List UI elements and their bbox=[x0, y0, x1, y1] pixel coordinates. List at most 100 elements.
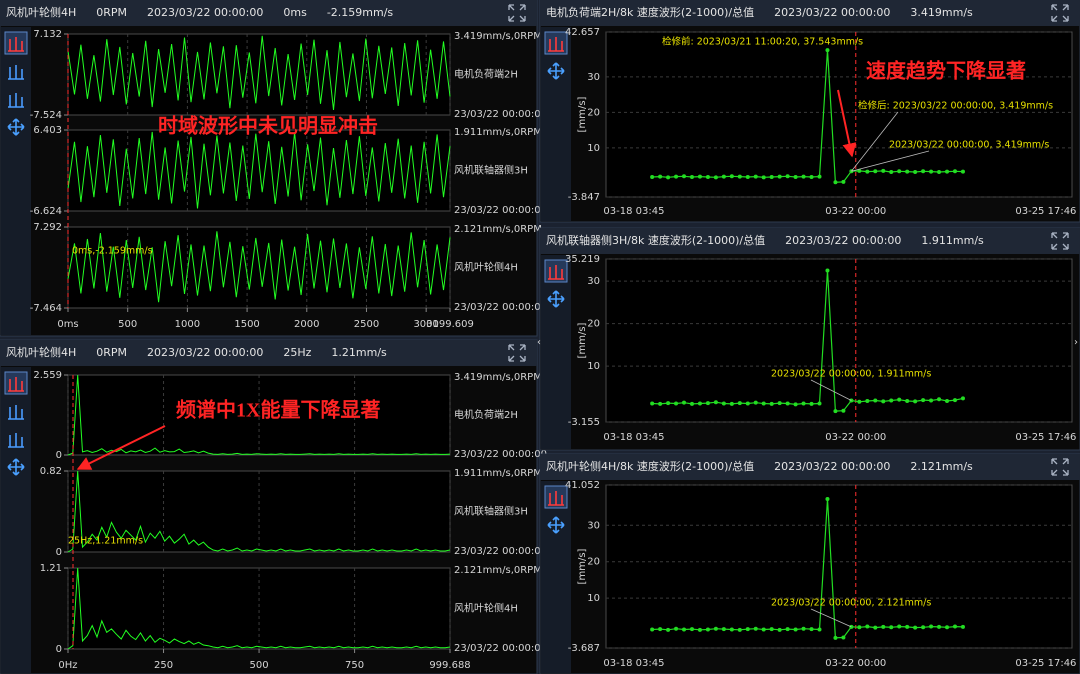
trend-point bbox=[881, 399, 885, 403]
trend-point bbox=[921, 169, 925, 173]
trend-point bbox=[730, 174, 734, 178]
trend-point bbox=[833, 636, 837, 640]
trend-point bbox=[841, 180, 845, 184]
channel-name: 风机联轴器侧3H bbox=[454, 164, 528, 177]
trend-point bbox=[825, 497, 829, 501]
toolbar bbox=[541, 27, 571, 221]
callout: 时域波形中未见明显冲击 bbox=[158, 114, 378, 138]
x-tick-label: 03-22 00:00 bbox=[825, 658, 886, 669]
header-text: 2023/03/22 00:00:00 bbox=[147, 346, 263, 359]
trend-point bbox=[913, 170, 917, 174]
trend-point bbox=[770, 175, 774, 179]
trend-point bbox=[961, 396, 965, 400]
trend-point bbox=[714, 400, 718, 404]
channel-bottom-label: 23/03/22 00:00:00 bbox=[454, 546, 547, 557]
y-tick-label: -3.847 bbox=[568, 192, 600, 203]
toolbar bbox=[541, 481, 571, 673]
trend-point bbox=[937, 170, 941, 174]
trend-point bbox=[666, 175, 670, 179]
trend-point bbox=[778, 628, 782, 632]
trend-point bbox=[810, 402, 814, 406]
x-tick-label: 03-25 17:46 bbox=[1015, 658, 1076, 669]
y-tick-label: 0 bbox=[56, 644, 62, 655]
annotation: 2023/03/22 00:00:00, 1.911mm/s bbox=[771, 369, 931, 380]
trend-point bbox=[905, 625, 909, 629]
channel-name: 风机叶轮侧4H bbox=[454, 261, 518, 274]
trend-point bbox=[937, 625, 941, 629]
trend-point bbox=[650, 402, 654, 406]
y-tick-label: -6.624 bbox=[30, 206, 62, 217]
trend-point bbox=[833, 409, 837, 413]
trend-point bbox=[873, 169, 877, 173]
annotation: 2023/03/22 00:00:00, 3.419mm/s bbox=[889, 140, 1049, 151]
trend-point bbox=[650, 627, 654, 631]
trend-point bbox=[865, 625, 869, 629]
trend-point bbox=[778, 175, 782, 179]
channel-top-label: 2.121mm/s,0RPM bbox=[454, 224, 542, 235]
trend-point bbox=[682, 174, 686, 178]
trend-point bbox=[802, 627, 806, 631]
trend-point bbox=[786, 402, 790, 406]
trend-point bbox=[961, 170, 965, 174]
trend-point bbox=[722, 627, 726, 631]
trend-point bbox=[810, 627, 814, 631]
header-text: 风机叶轮侧4H bbox=[6, 5, 76, 19]
x-tick-label: 250 bbox=[154, 660, 173, 671]
trend-point bbox=[897, 398, 901, 402]
trend-point bbox=[786, 627, 790, 631]
plot-area bbox=[606, 259, 1072, 422]
header-text: 0ms bbox=[283, 6, 307, 19]
trend-point bbox=[794, 402, 798, 406]
trend-point bbox=[937, 397, 941, 401]
toolbar bbox=[541, 255, 571, 449]
y-tick-label: 1.21 bbox=[40, 563, 62, 574]
y-tick-label: 0 bbox=[56, 547, 62, 558]
trend-point bbox=[770, 402, 774, 406]
trend-point bbox=[714, 627, 718, 631]
y-tick-label: 2.559 bbox=[33, 370, 62, 381]
trend-point bbox=[754, 401, 758, 405]
annotation: 2023/03/22 00:00:00, 2.121mm/s bbox=[771, 598, 931, 609]
trend-point bbox=[794, 627, 798, 631]
channel-bottom-label: 23/03/22 00:00:00 bbox=[454, 302, 547, 313]
header-text: 1.21mm/s bbox=[331, 346, 387, 359]
trend-point bbox=[953, 625, 957, 629]
trend-point bbox=[802, 175, 806, 179]
trend-point bbox=[961, 625, 965, 629]
trend-point bbox=[817, 175, 821, 179]
header-text: 风机联轴器侧3H/8k 速度波形(2-1000)/总值 bbox=[546, 233, 765, 247]
trend-point bbox=[738, 175, 742, 179]
y-tick-label: 41.052 bbox=[565, 480, 600, 491]
trend-point bbox=[674, 175, 678, 179]
header-text: 风机叶轮侧4H bbox=[6, 345, 76, 359]
trend-point bbox=[802, 402, 806, 406]
trend-point bbox=[929, 399, 933, 403]
header-text: 2023/03/22 00:00:00 bbox=[785, 234, 901, 247]
trend-point bbox=[714, 175, 718, 179]
x-tick-label: 03-18 03:45 bbox=[603, 206, 664, 217]
trend-point bbox=[825, 48, 829, 52]
header-text: 2023/03/22 00:00:00 bbox=[774, 460, 890, 473]
header-text: 0RPM bbox=[96, 346, 127, 359]
trend-point bbox=[682, 627, 686, 631]
trend-point bbox=[738, 628, 742, 632]
trend-point bbox=[658, 175, 662, 179]
trend-point bbox=[786, 174, 790, 178]
y-tick-label: 10 bbox=[587, 361, 600, 372]
trend-point bbox=[873, 626, 877, 630]
trend-point bbox=[881, 169, 885, 173]
trend-point bbox=[889, 625, 893, 629]
trend-point bbox=[666, 628, 670, 632]
trend-point bbox=[889, 170, 893, 174]
panel-header bbox=[0, 0, 537, 26]
x-tick-label: 03-25 17:46 bbox=[1015, 432, 1076, 443]
y-tick-label: -7.524 bbox=[30, 110, 62, 121]
header-text: 25Hz bbox=[283, 346, 311, 359]
y-axis-label: [mm/s] bbox=[577, 322, 588, 358]
header-text: 2023/03/22 00:00:00 bbox=[147, 6, 263, 19]
x-tick-label: 03-25 17:46 bbox=[1015, 206, 1076, 217]
annotation: 检修前: 2023/03/21 11:00:20, 37.543mm/s bbox=[662, 36, 863, 48]
trend-point bbox=[754, 175, 758, 179]
header-text: 0RPM bbox=[96, 6, 127, 19]
